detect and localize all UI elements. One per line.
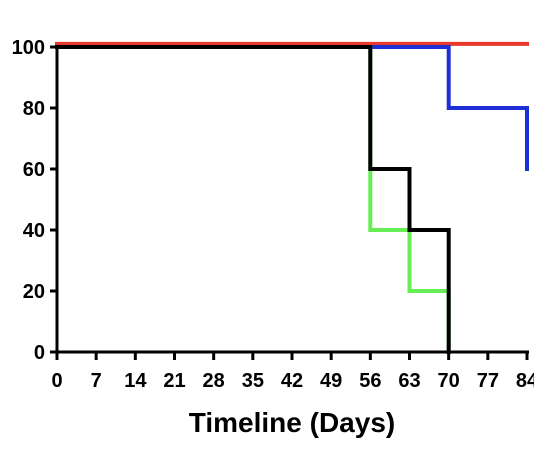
x-tick-label-84: 84: [516, 370, 534, 392]
x-tick-label-56: 56: [359, 370, 381, 392]
x-tick-label-77: 77: [477, 370, 499, 392]
y-tick-label-100: 100: [12, 37, 45, 59]
x-tick-label-63: 63: [398, 370, 420, 392]
series-line-4: [55, 45, 451, 354]
x-tick-label-21: 21: [163, 370, 185, 392]
series-line-3: [55, 45, 451, 354]
labels-layer: Timeline (Days) 0 20 40 60 80 100 0 7 14 21 28 35 42…: [12, 37, 534, 438]
x-tick-label-14: 14: [124, 370, 147, 392]
x-tick-label-70: 70: [438, 370, 460, 392]
y-tick-label-40: 40: [23, 220, 45, 242]
x-tick-label-7: 7: [91, 370, 102, 392]
y-tick-label-80: 80: [23, 98, 45, 120]
axes-layer: [50, 45, 529, 360]
series-layer: [55, 41, 529, 354]
y-tick-label-0: 0: [34, 342, 45, 364]
x-tick-label-28: 28: [203, 370, 225, 392]
x-tick-label-42: 42: [281, 370, 303, 392]
x-axis-title: Timeline (Days): [189, 407, 395, 438]
y-tick-label-20: 20: [23, 281, 45, 303]
series-line-2: [55, 45, 529, 171]
x-tick-label-49: 49: [320, 370, 342, 392]
y-tick-label-60: 60: [23, 159, 45, 181]
x-tick-label-35: 35: [242, 370, 264, 392]
x-tick-label-0: 0: [51, 370, 62, 392]
